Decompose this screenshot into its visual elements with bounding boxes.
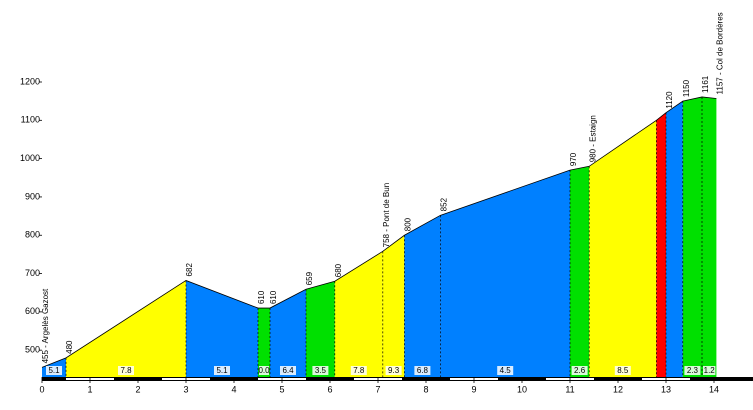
segment bbox=[682, 96, 702, 377]
grade-label: 7.8 bbox=[120, 366, 132, 375]
grade-box bbox=[571, 366, 588, 375]
grade-label: 2.3 bbox=[687, 366, 699, 375]
segment bbox=[570, 166, 590, 377]
y-tick-label: 800 bbox=[25, 230, 40, 240]
x-tick-label: 12 bbox=[613, 384, 623, 394]
grade-label: 5.1 bbox=[48, 366, 60, 375]
point-label: 1120 bbox=[665, 91, 674, 109]
segment bbox=[258, 308, 270, 377]
x-tick-label: 5 bbox=[279, 384, 284, 394]
x-tick-label: 11 bbox=[565, 384, 574, 394]
x-tick-label: 4 bbox=[231, 384, 236, 394]
y-tick-label: 1200 bbox=[20, 76, 40, 86]
grade-label: 2.6 bbox=[574, 366, 586, 375]
grade-label: 3.5 bbox=[315, 366, 327, 375]
segment bbox=[186, 280, 258, 377]
x-tick-label: 10 bbox=[517, 384, 527, 394]
point-label: 1161 bbox=[701, 75, 710, 93]
point-label: 800 bbox=[404, 217, 413, 231]
grade-box bbox=[614, 366, 631, 375]
x-tick-label: 1 bbox=[87, 384, 92, 394]
y-tick-label: 500 bbox=[25, 345, 40, 355]
x-tick-label: 3 bbox=[183, 384, 188, 394]
x-tick-label: 8 bbox=[423, 384, 428, 394]
grade-label: 5.1 bbox=[216, 366, 228, 375]
point-label: 970 bbox=[569, 152, 578, 166]
point-label: 455 - Argelès Gazost bbox=[41, 288, 50, 363]
point-label: 610 bbox=[257, 290, 266, 304]
x-tick-label: 0 bbox=[39, 384, 44, 394]
point-label: 1157 - Col de Bordères bbox=[716, 12, 725, 94]
segment bbox=[440, 170, 570, 377]
x-tick-label: 14 bbox=[709, 384, 719, 394]
point-label: 758 - Pont de Bun bbox=[382, 183, 391, 248]
grade-box bbox=[118, 366, 134, 375]
grade-label: 9.3 bbox=[388, 366, 400, 375]
x-tick-label: 2 bbox=[135, 384, 140, 394]
point-label: 980 - Estaign bbox=[588, 115, 597, 162]
segment bbox=[666, 101, 683, 377]
grade-box bbox=[703, 366, 716, 375]
grade-label: 7.8 bbox=[353, 366, 365, 375]
grade-box bbox=[497, 366, 514, 375]
profile-line bbox=[41, 96, 717, 368]
grade-box bbox=[684, 366, 701, 375]
grade-label: 1.2 bbox=[704, 366, 716, 375]
point-label: 610 bbox=[269, 290, 278, 304]
grade-label: 6.4 bbox=[282, 366, 294, 375]
grade-box bbox=[414, 366, 431, 375]
grade-label: 6.8 bbox=[417, 366, 429, 375]
point-label: 680 bbox=[334, 263, 343, 277]
grade-box bbox=[46, 366, 62, 375]
segment bbox=[334, 251, 383, 377]
grade-box bbox=[214, 366, 230, 375]
segment bbox=[404, 215, 441, 377]
x-tick-label: 7 bbox=[375, 384, 380, 394]
segment bbox=[589, 120, 657, 377]
grade-box bbox=[312, 366, 329, 375]
grade-box bbox=[280, 366, 296, 375]
x-tick-label: 13 bbox=[661, 384, 671, 394]
grade-label: 4.5 bbox=[500, 366, 512, 375]
grade-label: 0.0 bbox=[258, 366, 270, 375]
segment bbox=[382, 235, 405, 377]
segment bbox=[702, 96, 717, 377]
x-tick-label: 9 bbox=[471, 384, 476, 394]
y-tick-label: 1100 bbox=[21, 115, 40, 125]
point-label: 682 bbox=[185, 263, 194, 277]
segment bbox=[656, 112, 666, 377]
grade-box bbox=[385, 366, 402, 375]
y-tick-label: 600 bbox=[25, 306, 40, 316]
segment bbox=[66, 280, 186, 377]
y-tick-label: 700 bbox=[25, 268, 40, 278]
segment bbox=[306, 281, 335, 377]
grade-label: 8.5 bbox=[617, 366, 629, 375]
point-label: 480 bbox=[65, 340, 74, 354]
grade-box bbox=[259, 366, 269, 375]
grade-box bbox=[350, 366, 367, 375]
x-tick-label: 6 bbox=[327, 384, 332, 394]
point-label: 1150 bbox=[682, 79, 691, 97]
segment bbox=[270, 289, 306, 377]
y-tick-label: 900 bbox=[25, 191, 40, 201]
point-label: 659 bbox=[305, 271, 314, 285]
point-label: 852 bbox=[440, 197, 449, 211]
y-tick-label: 1000 bbox=[20, 153, 40, 163]
